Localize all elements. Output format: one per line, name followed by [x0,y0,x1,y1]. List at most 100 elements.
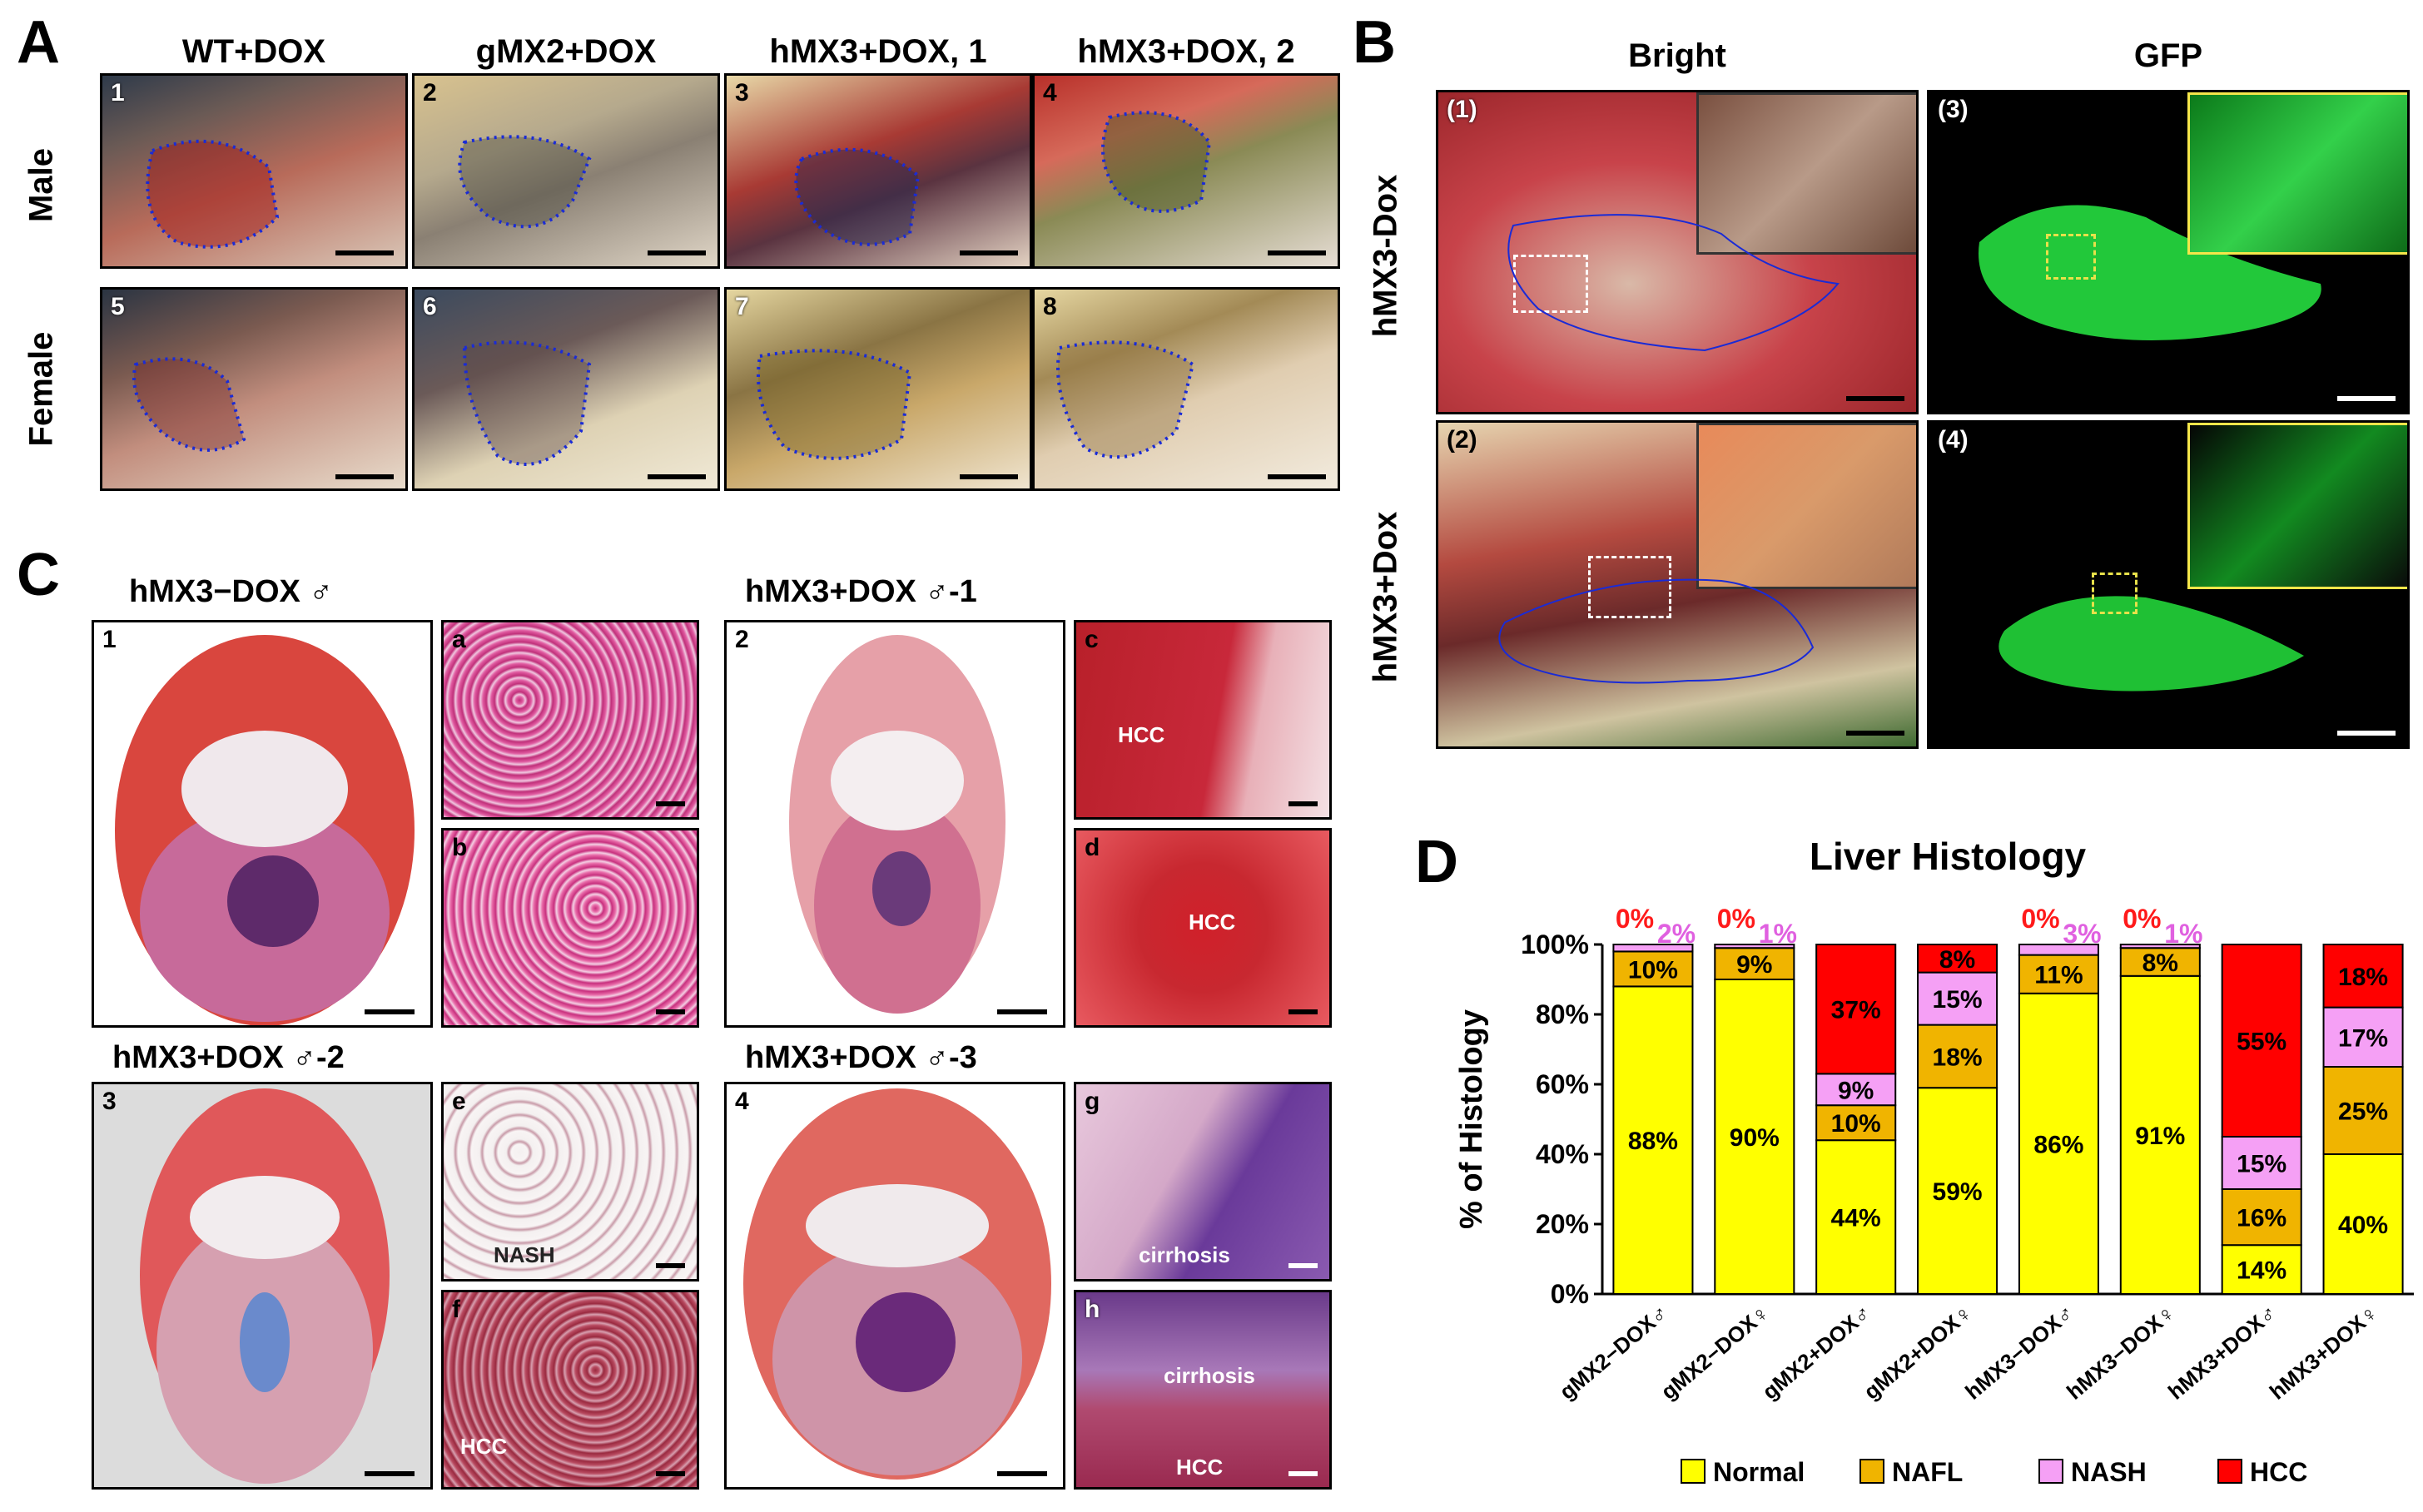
scale-bar [2337,731,2396,736]
y-tick-label: 20% [1536,1209,1589,1239]
panel-c-section-4: 4 [724,1082,1065,1490]
data-label-normal: 59% [1933,1178,1983,1206]
bar-segment-nafl [2119,947,2201,977]
scale-bar [997,1009,1047,1014]
panel-c-inset-e: e NASH [441,1082,699,1281]
bar-segment-nafl [1917,1024,1998,1089]
category-label: gMX2+DOX♀ [1859,1300,1977,1405]
liver-outline-5 [132,357,246,452]
category-label: gMX2−DOX♀ [1656,1300,1775,1405]
panel-b-number-1: (1) [1447,96,1477,123]
y-tick-label: 100% [1521,930,1589,959]
bar-segment-hcc [1917,944,1998,974]
panel-c-letter: C [17,542,60,608]
panel-a-row-title-female: Female [22,331,60,447]
panel-a-number-2: 2 [423,79,437,107]
data-label-normal: 90% [1730,1124,1780,1152]
panel-c-section-title-2: hMX3+DOX ♂-1 [745,574,977,609]
panel-b-number-3: (3) [1938,96,1969,123]
panel-a-col-title-4: hMX3+DOX, 2 [1077,33,1295,70]
bar-segment-nafl [2221,1188,2302,1247]
category-label: hMX3−DOX♂ [1960,1300,2078,1405]
panel-c-inset-c-label: HCC [1118,722,1165,747]
bar-segment-hcc [2322,944,2404,1009]
panel-a-col-title-1: WT+DOX [181,33,326,70]
panel-a-number-6: 6 [423,293,437,320]
panel-c-inset-d-label: HCC [1189,910,1236,934]
cross-section-1 [115,635,415,1025]
data-label-normal: 88% [1628,1128,1678,1155]
legend-label-hcc: HCC [2250,1457,2307,1487]
chart-title: Liver Histology [1810,835,2087,878]
gfp-liver-3 [1979,205,2321,340]
panel-c-inset-letter-d: d [1085,834,1100,861]
panel-b-inset-4 [2187,423,2407,589]
category-label: hMX3+DOX♀ [2265,1300,2383,1405]
panel-c-inset-h-label-2: HCC [1176,1455,1224,1480]
panel-a-number-4: 4 [1043,79,1057,107]
bar-segment-nash [1714,944,1795,949]
cross-section-3 [140,1088,390,1484]
data-label-nafl: 16% [2237,1205,2286,1232]
data-label-nafl: 18% [1933,1044,1983,1071]
panel-a-photo-8: 8 [1032,287,1340,491]
data-label-nash: 17% [2338,1024,2388,1052]
panel-a-photo-1: 1 [100,73,408,269]
liver-outline-7 [757,349,912,460]
above-label-nash: 2% [1657,919,1696,949]
bar-segment-nash [1612,944,1694,953]
panel-c-inset-f: f HCC [441,1290,699,1490]
panel-c-inset-letter-h: h [1085,1296,1100,1323]
scale-bar [365,1009,415,1014]
panel-c-section-1: 1 [92,620,433,1028]
panel-b-row-title-minus: hMX3-Dox [1367,174,1404,338]
panel-b-photo-2: (2) [1436,420,1919,749]
data-label-hcc: 18% [2338,964,2388,991]
panel-c-inset-c: c HCC [1074,620,1332,820]
panel-a-number-1: 1 [111,79,125,107]
gfp-liver-4 [1998,596,2304,692]
legend-swatch-nafl [1859,1459,1884,1484]
liver-outline-b1 [1507,214,1840,352]
data-label-nafl: 9% [1736,951,1772,979]
panel-c-section-title-4: hMX3+DOX ♂-3 [745,1040,977,1075]
y-tick-label: 0% [1551,1279,1589,1309]
panel-b-roi-2 [1588,556,1671,618]
scale-bar [1268,250,1326,255]
panel-c-inset-letter-f: f [452,1296,460,1323]
bar-segment-normal [2018,992,2099,1296]
data-label-hcc: 37% [1831,997,1881,1024]
panel-c-inset-letter-e: e [452,1088,466,1115]
category-label: hMX3−DOX♀ [2062,1300,2180,1405]
panel-b-col-title-bright: Bright [1628,37,1726,74]
bar-segment-nafl [1714,947,1795,980]
panel-c-inset-g: g cirrhosis [1074,1082,1332,1281]
bar-segment-normal [1815,1139,1897,1296]
panel-a-letter: A [17,9,60,76]
scale-bar [1268,474,1326,479]
data-label-nash: 15% [2237,1151,2286,1178]
panel-b-number-4: (4) [1938,426,1969,454]
liver-outline-8 [1056,340,1195,459]
panel-c-section-title-1: hMX3−DOX ♂ [129,574,333,609]
panel-c-inset-g-label: cirrhosis [1139,1242,1230,1267]
above-label-nash: 1% [1759,919,1797,949]
panel-c-inset-e-label: NASH [494,1242,555,1267]
scale-bar [960,474,1018,479]
y-tick-label: 60% [1536,1069,1589,1099]
panel-b-photo-3: (3) [1927,90,2410,414]
bar-segment-normal [2119,974,2201,1296]
panel-c-inset-f-label: HCC [460,1434,508,1459]
liver-outline-2 [458,135,592,229]
category-label: hMX3+DOX♂ [2163,1300,2281,1405]
bar-segment-nafl [1815,1104,1897,1142]
y-tick-label: 80% [1536,999,1589,1029]
scale-bar [365,1471,415,1476]
scale-bar [1846,731,1904,736]
data-label-normal: 44% [1831,1205,1881,1232]
panel-c-section-3: 3 [92,1082,433,1490]
data-label-normal: 14% [2237,1257,2286,1285]
above-label-hcc: 0% [1616,904,1654,934]
data-label-normal: 91% [2135,1123,2185,1150]
panel-b-inset-2 [1696,423,1916,589]
